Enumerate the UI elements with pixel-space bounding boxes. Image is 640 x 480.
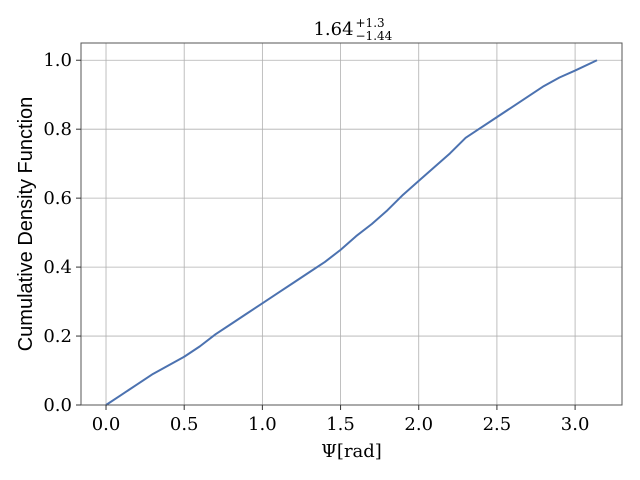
- tick-labels: 0.0 0.5 1.0 1.5 2.0 2.5 3.0 0.0 0.2 0.4 0.6 0.8 1.0: [43, 50, 589, 435]
- y-tick-label: 0.2: [43, 326, 72, 347]
- y-tick-label: 0.4: [43, 257, 72, 278]
- y-tick-label: 0.0: [43, 395, 72, 416]
- x-tick-label: 1.0: [248, 414, 277, 435]
- plot-frame: [80, 42, 623, 406]
- y-axis-label: Cumulative Density Function: [15, 97, 37, 352]
- title-value: 1.64: [313, 19, 353, 40]
- chart-title: 1.64: [313, 19, 353, 40]
- x-tick-label: 0.5: [170, 414, 199, 435]
- x-tick-label: 3.0: [561, 414, 590, 435]
- y-tick-label: 1.0: [43, 50, 72, 71]
- series-layer: [105, 59, 598, 406]
- x-tick-label: 2.5: [483, 414, 512, 435]
- title-upper-error: +1.3: [356, 16, 385, 30]
- title-lower-error: −1.44: [356, 29, 393, 43]
- x-axis-label: Ψ[rad]: [321, 441, 382, 462]
- x-tick-label: 0.0: [92, 414, 121, 435]
- grid-lines: [81, 43, 622, 406]
- y-tick-label: 0.8: [43, 119, 72, 140]
- y-tick-label: 0.6: [43, 188, 72, 209]
- x-tick-label: 1.5: [326, 414, 355, 435]
- cdf-line: [105, 59, 598, 406]
- x-tick-label: 2.0: [404, 414, 433, 435]
